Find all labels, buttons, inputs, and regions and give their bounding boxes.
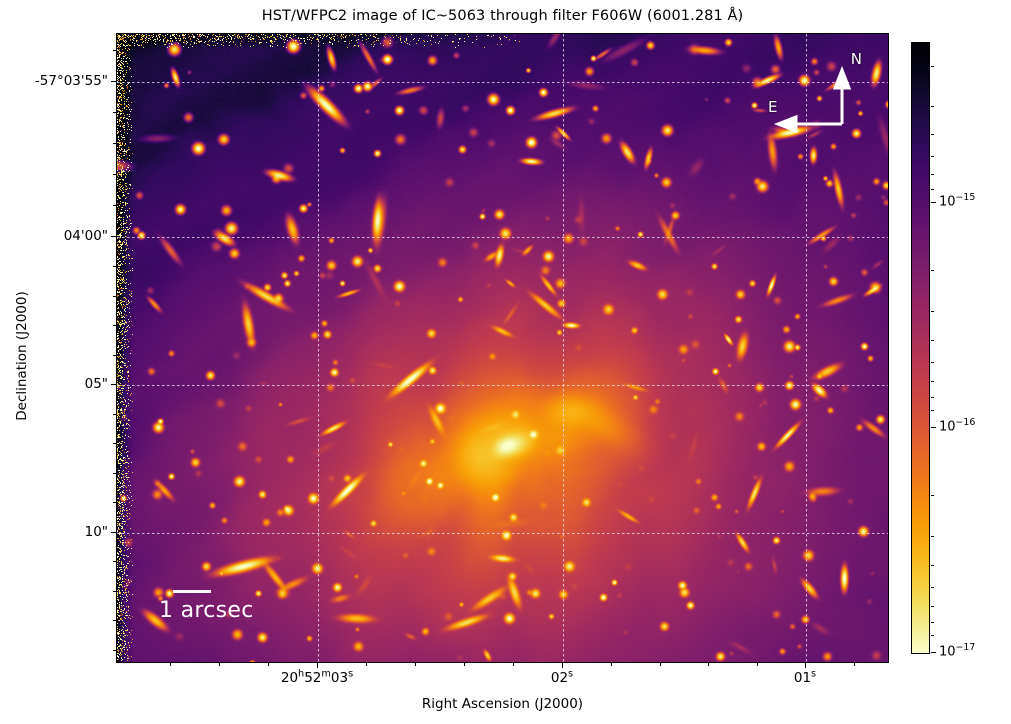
x-tick-label-text: 20 [280, 670, 299, 686]
y-tick-minor [113, 414, 116, 415]
colorbar-tick-label: 10−15 [939, 192, 976, 210]
x-tick-minor [170, 663, 171, 666]
y-tick-mark [111, 532, 116, 533]
x-tick-minor [611, 663, 612, 666]
x-axis-title: Right Ascension (J2000) [421, 696, 584, 712]
y-tick-mark [111, 236, 116, 237]
colorbar-tick-minor [931, 495, 934, 496]
x-tick-minor [219, 663, 220, 666]
x-tick-label: 20h52m03s [280, 668, 354, 686]
x-tick-minor [708, 663, 709, 666]
colorbar-tick-minor [931, 311, 934, 312]
colorbar-tick-minor [931, 174, 934, 175]
x-tick-label: 01s [793, 668, 817, 686]
colorbar-tick [931, 202, 936, 203]
x-tick-minor [268, 663, 269, 666]
x-tick-mark [562, 663, 563, 668]
colorbar-tick-minor [931, 270, 934, 271]
colorbar-tick-label: 10−17 [939, 642, 976, 660]
y-tick-label: 10" [84, 524, 108, 540]
colorbar-tick-minor [931, 536, 934, 537]
y-tick-minor [113, 502, 116, 503]
colorbar-tick-minor [931, 606, 934, 607]
x-tick-mark [805, 663, 806, 668]
x-tick-minor [464, 663, 465, 666]
colorbar-tick-minor [931, 134, 934, 135]
compass-east-label: E [768, 98, 778, 116]
y-tick-minor [113, 650, 116, 651]
y-tick-minor [113, 325, 116, 326]
colorbar-tick-minor [931, 340, 934, 341]
y-tick-mark [111, 81, 116, 82]
sky-image-axes[interactable]: N E 1 arcsec [116, 33, 889, 663]
y-tick-minor [113, 591, 116, 592]
y-tick-minor [113, 561, 116, 562]
x-tick-minor [660, 663, 661, 666]
y-tick-minor [113, 355, 116, 356]
colorbar-tick-minor [931, 189, 934, 190]
y-tick-minor [113, 112, 116, 113]
y-tick-minor [113, 205, 116, 206]
y-tick-minor [113, 620, 116, 621]
scale-bar: 1 arcsec [159, 590, 349, 640]
y-tick-minor [113, 443, 116, 444]
x-tick-minor [854, 663, 855, 666]
colorbar-tick-minor [931, 565, 934, 566]
y-tick-minor [113, 174, 116, 175]
colorbar-tick [931, 427, 936, 428]
sky-image-canvas[interactable] [117, 34, 888, 662]
y-tick-minor [113, 143, 116, 144]
x-tick-mark [317, 663, 318, 668]
colorbar-tick-minor [931, 635, 934, 636]
colorbar-tick-minor [931, 156, 934, 157]
y-tick-minor [113, 296, 116, 297]
y-tick-label: -57°03'55" [34, 73, 108, 89]
y-tick-minor [113, 50, 116, 51]
x-tick-minor [415, 663, 416, 666]
colorbar-tick-minor [931, 410, 934, 411]
colorbar-tick-minor [931, 622, 934, 623]
colorbar-tick-minor [931, 381, 934, 382]
x-tick-minor [366, 663, 367, 666]
colorbar-tick-label: 10−16 [939, 417, 976, 435]
y-tick-minor [113, 473, 116, 474]
compass-north-label: N [850, 50, 862, 68]
colorbar-tick-minor [931, 362, 934, 363]
x-tick-minor [513, 663, 514, 666]
colorbar-tick-minor [931, 106, 934, 107]
y-axis-title: Declination (J2000) [14, 291, 30, 421]
page-title: HST/WFPC2 image of IC~5063 through filte… [261, 8, 744, 24]
scale-bar-label: 1 arcsec [159, 598, 254, 623]
colorbar-tick [931, 652, 936, 653]
y-tick-label: 04'00" [63, 228, 108, 244]
colorbar-gradient [912, 43, 929, 653]
colorbar-tick-minor [931, 66, 934, 67]
y-tick-label: 05" [84, 376, 108, 392]
colorbar[interactable] [911, 42, 930, 654]
compass-rose: N E [768, 50, 864, 152]
x-tick-label: 02s [550, 668, 574, 686]
colorbar-tick-minor [931, 587, 934, 588]
x-tick-minor [757, 663, 758, 666]
scale-bar-line [173, 590, 211, 593]
y-tick-minor [113, 266, 116, 267]
colorbar-tick-minor [931, 397, 934, 398]
y-tick-mark [111, 384, 116, 385]
